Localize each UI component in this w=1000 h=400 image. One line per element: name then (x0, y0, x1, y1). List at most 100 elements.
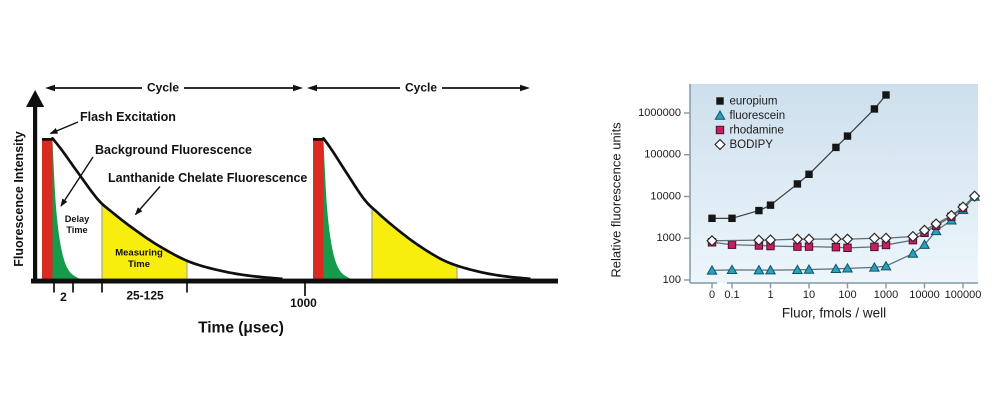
europium-legend-marker-icon (716, 97, 724, 105)
legend-item-BODIPY: BODIPY (714, 138, 774, 151)
lanthanide-pointer-arrow (134, 186, 161, 216)
cycle-label: Cycle (405, 81, 437, 95)
europium-marker (882, 91, 890, 99)
europium-marker (832, 143, 840, 152)
x-axis-line (31, 278, 558, 284)
y-axis-title: Fluorescence Intensity (12, 131, 26, 267)
flash-excitation-bar (42, 138, 53, 280)
fluorescein-marker (841, 262, 854, 273)
measuring-time-label: Measuring (115, 248, 163, 259)
fluorescein-marker (764, 264, 777, 275)
legend-label-europium: europium (730, 96, 778, 108)
BODIPY-marker (803, 233, 815, 245)
rhodamine-marker (843, 243, 852, 253)
y-tick-label: 1000 (657, 232, 681, 244)
rhodamine-legend-marker-icon (715, 125, 725, 135)
rhodamine-marker (870, 242, 879, 252)
legend-label-BODIPY: BODIPY (730, 139, 774, 151)
BODIPY-marker (868, 232, 881, 244)
x-tick-label: 0 (709, 289, 715, 301)
rhodamine-marker (727, 240, 737, 249)
fluorescein-marker (930, 225, 942, 236)
y-axis-title: Relative fluorescence units (608, 122, 623, 278)
legend-item-fluorescein: fluorescein (714, 109, 786, 122)
flash-excitation-bar (313, 138, 324, 280)
y-tick-label: 100000 (644, 149, 681, 161)
lanthanide-chelate-label: Lanthanide Chelate Fluorescence (108, 171, 307, 185)
fluor-dose-response-chart: 100 1000 10000 100000 1000000 0 0.1 1 10 100 1000 1… (608, 84, 982, 321)
series-europium (708, 91, 890, 223)
cycle-arrow-left-icon (45, 84, 55, 92)
delay-time-label: Delay (65, 214, 90, 224)
y-axis-arrow-icon (26, 90, 45, 107)
cycle-label: Cycle (147, 81, 179, 95)
europium-marker (793, 180, 802, 188)
tick-label-measuring: 25-125 (126, 289, 164, 303)
fluorescence-decay-curve (313, 136, 531, 281)
tick-label-cycle-period: 1000 (290, 296, 317, 310)
x-tick-label: 1 (767, 289, 773, 301)
background-fluorescence-region (52, 141, 81, 280)
x-tick-label: 10000 (909, 289, 940, 301)
europium-marker (766, 201, 775, 209)
series-line-fluorescein (711, 196, 976, 272)
fluorescein-marker (706, 264, 718, 275)
BODIPY-marker (957, 201, 969, 213)
background-fluorescence-region (323, 141, 352, 280)
x-tick-label: 1000 (874, 289, 898, 301)
BODIPY-marker (968, 190, 981, 202)
measuring-time-label: Time (128, 259, 150, 270)
BODIPY-marker (830, 233, 842, 245)
y-tick-label: 100 (663, 274, 681, 286)
europium-marker (870, 105, 879, 113)
BODIPY-marker (918, 224, 931, 237)
BODIPY-marker (791, 233, 804, 245)
BODIPY-marker (907, 230, 919, 243)
fluorescein-marker (791, 264, 803, 275)
y-tick-label: 1000000 (638, 107, 681, 119)
legend-item-europium: europium (716, 96, 777, 108)
fluorescein-marker (753, 264, 765, 275)
fluorescein-marker (918, 239, 931, 249)
cycle-arrow-right-icon (520, 84, 530, 92)
y-tick-label: 10000 (650, 190, 681, 202)
fluorescein-marker (868, 261, 880, 272)
BODIPY-marker (841, 233, 854, 245)
background-fluorescence-label: Background Fluorescence (95, 143, 252, 157)
fluorescein-legend-marker-icon (714, 109, 726, 120)
tick-label-delay: 2 (60, 290, 67, 304)
series-line-europium (712, 94, 887, 219)
fluorescence-decay-curve (42, 136, 283, 281)
x-tick-label: 100000 (945, 289, 982, 301)
fluorescein-marker (726, 264, 738, 275)
cycle-span-arrow-1: Cycle (45, 80, 303, 96)
europium-marker (728, 214, 736, 223)
europium-marker (755, 206, 763, 215)
time-resolved-cycle-diagram: Cycle Cycle 2 25-125 1000 Time (μsec) Fluoresc… (12, 80, 558, 337)
cycle-span-arrow-2: Cycle (307, 80, 530, 96)
BODIPY-marker (930, 218, 942, 230)
x-tick-label: 10 (803, 289, 815, 301)
legend-label-fluorescein: fluorescein (730, 110, 786, 122)
cycle-arrow-right-icon (293, 84, 303, 92)
pulse-group (313, 136, 531, 281)
pulse-group (42, 136, 283, 281)
europium-marker (708, 214, 716, 223)
flash-pointer-arrow (49, 121, 79, 135)
legend-item-rhodamine: rhodamine (715, 125, 784, 137)
series-BODIPY (706, 190, 981, 247)
BODIPY-marker (706, 235, 718, 247)
flash-excitation-label: Flash Excitation (80, 110, 176, 124)
x-axis-title: Fluor, fmols / well (782, 306, 886, 321)
BODIPY-marker (764, 234, 777, 246)
x-tick-label: 100 (838, 289, 856, 301)
y-axis-line (33, 103, 38, 279)
europium-marker (843, 132, 852, 140)
background-pointer-arrow (60, 156, 94, 207)
cycle-arrow-left-icon (307, 84, 317, 92)
BODIPY-marker (945, 209, 958, 222)
legend: europium fluorescein rhodamine BODIPY (714, 96, 786, 151)
fluorescein-marker (830, 263, 842, 274)
x-tick-label: 0.1 (724, 289, 739, 301)
